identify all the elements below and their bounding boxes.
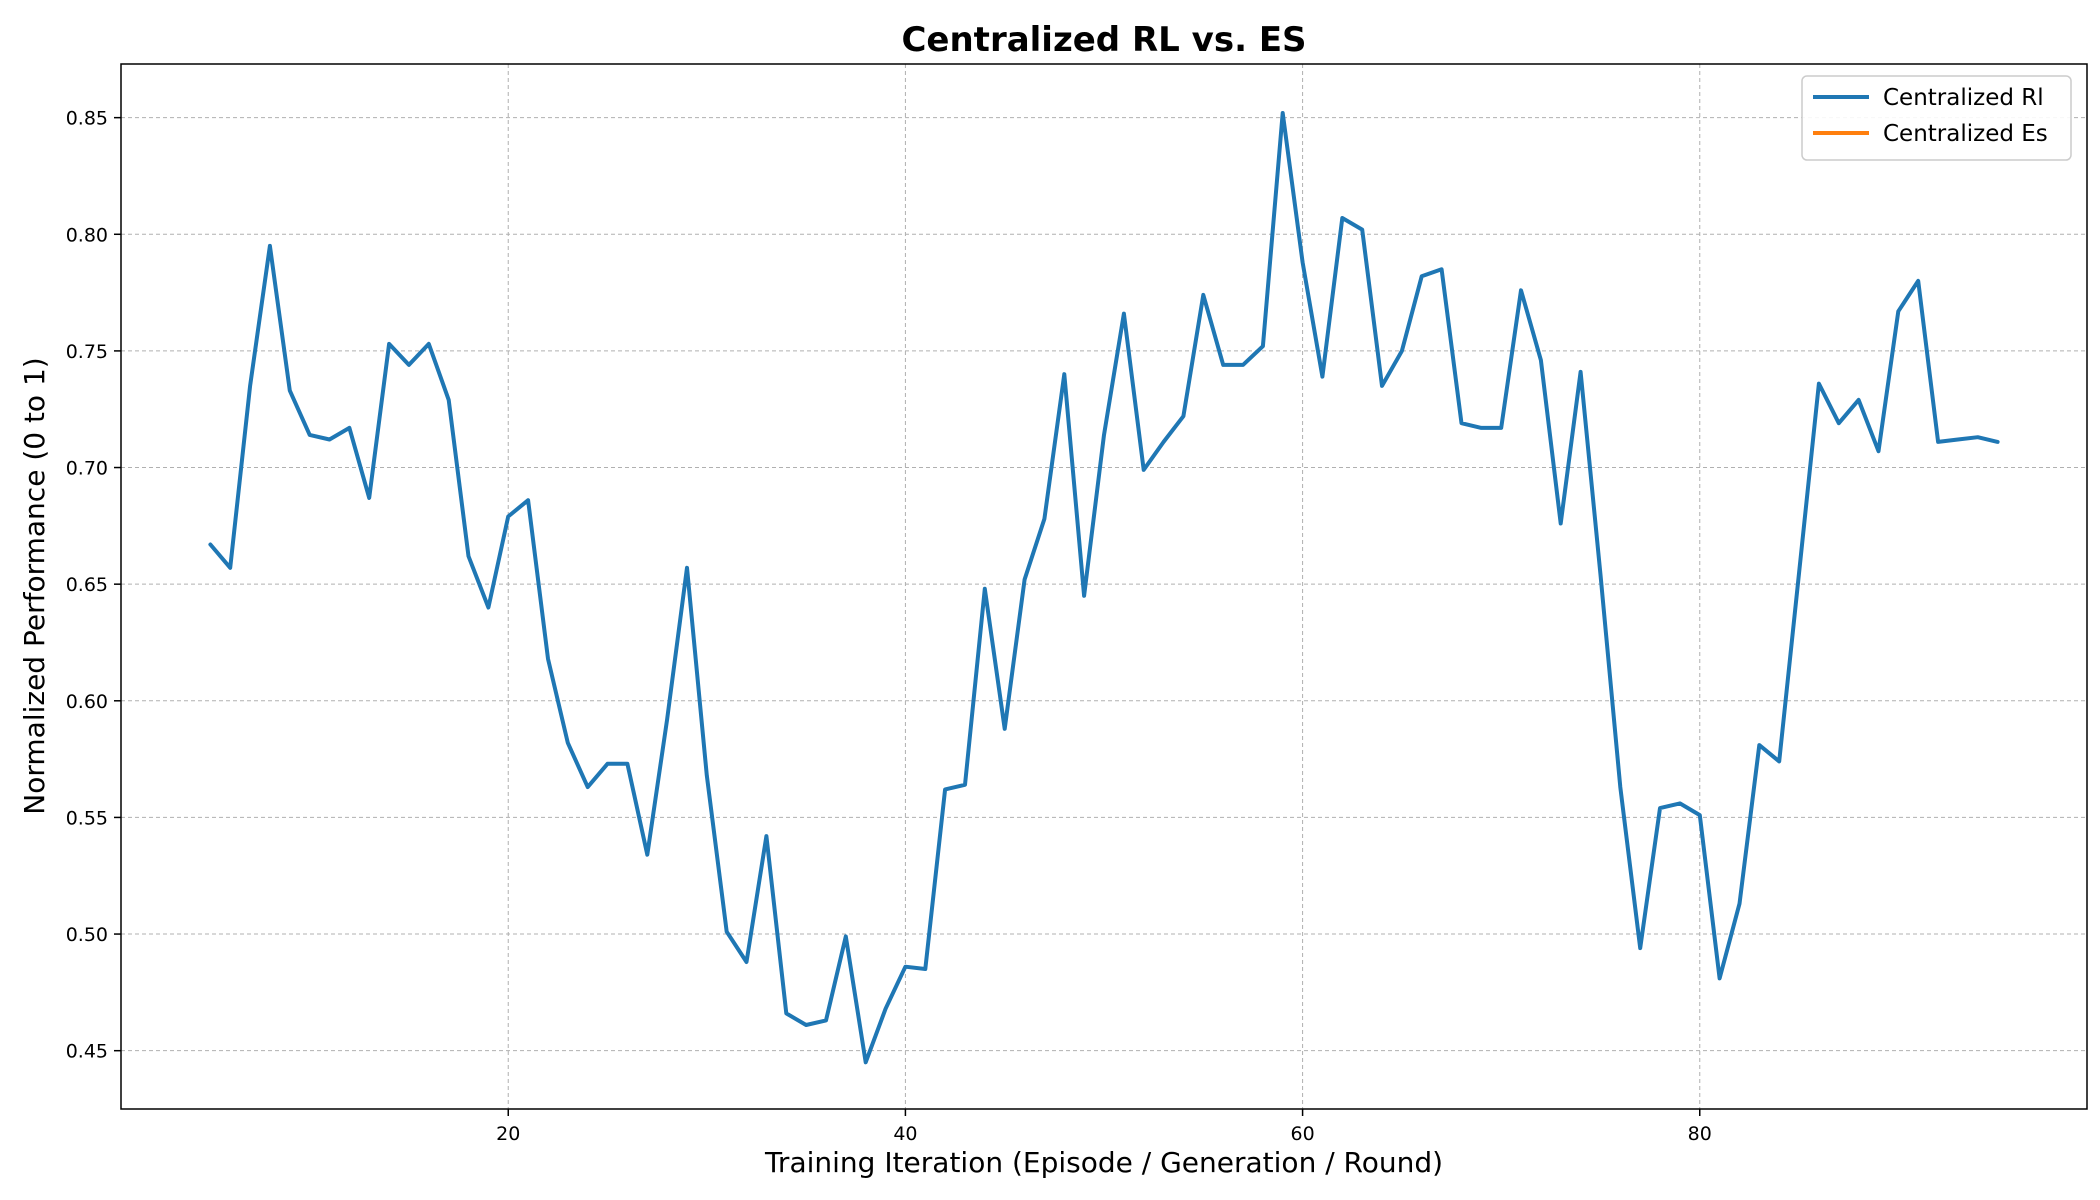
legend-label-centralized-es: Centralized Es xyxy=(1883,121,2048,147)
y-axis-label: Normalized Performance (0 to 1) xyxy=(18,357,51,814)
legend-label-centralized-rl: Centralized Rl xyxy=(1883,85,2044,111)
series-line-centralized-rl xyxy=(208,111,2000,1065)
x-tick-label: 40 xyxy=(893,1123,917,1145)
x-tick-label: 20 xyxy=(496,1123,520,1145)
x-tick-label: 80 xyxy=(1688,1123,1712,1145)
plot-frame xyxy=(120,63,2088,1110)
legend-box xyxy=(1801,75,2072,161)
y-tick-label: 0.65 xyxy=(66,574,108,596)
chart-title: Centralized RL vs. ES xyxy=(901,20,1306,60)
grid xyxy=(121,64,2087,1109)
plot-lines xyxy=(208,111,2000,1065)
y-tick-label: 0.85 xyxy=(66,108,108,130)
y-tick-label: 0.50 xyxy=(66,924,108,946)
x-tick-label: 60 xyxy=(1290,1123,1314,1145)
y-tick-label: 0.75 xyxy=(66,341,108,363)
y-tick-label: 0.55 xyxy=(66,807,108,829)
legend: Centralized Rl Centralized Es xyxy=(1801,75,2072,161)
x-axis-label: Training Iteration (Episode / Generation… xyxy=(764,1146,1443,1179)
y-tick-label: 0.70 xyxy=(66,458,108,480)
y-tick-label: 0.45 xyxy=(66,1041,108,1063)
y-tick-label: 0.60 xyxy=(66,691,108,713)
axis-ticks: 20 40 60 80 0.45 0.50 0.55 0.60 0.65 0.70 0.75 0.80… xyxy=(66,108,1712,1145)
y-tick-label: 0.80 xyxy=(66,224,108,246)
